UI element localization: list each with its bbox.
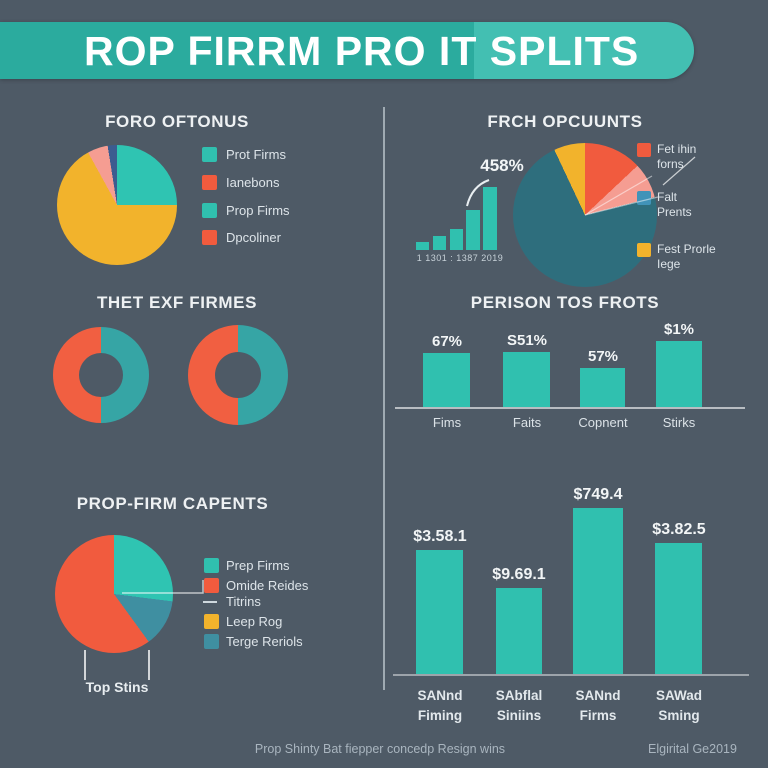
legend-label-prot-firms: Prot Firms [226,147,286,162]
legend-label-falt-prents-2: Prents [657,205,692,219]
bar-value-fims: 67% [431,333,463,350]
dollar-bar-label-3: SANnd Firms [553,686,643,726]
section-heading-thet: THET EXF FIRMES [96,293,258,312]
legend-label-leep-rog: Leep Rog [226,614,283,629]
section-heading-foro: FORO OFTONUS [105,112,249,131]
legend-swatch-dpcoliner [202,230,217,245]
dollar-bar-3 [573,508,623,674]
dollar-bar-label-2-line1: SAbflal [495,688,543,703]
dollar-bar-label-2: SAbflal Siniins [474,686,564,726]
legend-label-ianebons: Ianebons [226,175,280,190]
dollar-bar-4 [655,543,702,674]
column-divider [383,107,385,690]
bar-label-stirks: Stirks [662,415,696,430]
pie-chart-prop-firm [55,535,173,653]
legend-dash-titrins [203,601,217,603]
dollar-bar-label-3-line2: Firms [579,708,617,723]
growth-axis-labels: 1 1301 : 1387 2019 [416,253,504,263]
legend-label-titrins: Titrins [226,594,261,609]
legend-label-fet-ihin-1: Fet ihin [657,142,697,156]
pie-chart-foro [57,145,177,265]
page-title: ROP FIRRM PRO IT SPLITS [84,28,640,74]
legend-swatch-ianebons [202,175,217,190]
percent-bar-fims [423,353,470,407]
dollar-bar-label-1-line1: SANnd [417,688,463,703]
legend-swatch-prep-firms [204,558,219,573]
legend-label-fest-prorle-2: Iege [657,257,681,271]
section-heading-prop-firm: PROP-FIRM CAPENTS [76,494,269,513]
growth-bar-3 [450,229,463,250]
legend-swatch-fest-prorle [637,243,651,257]
legend-swatch-prop-firms [202,203,217,218]
section-heading-perison: PERISON TOS FROTS [470,293,660,312]
bracket-right-line [148,650,150,680]
percent-bar-copnent [580,368,625,407]
dollar-bar-1 [416,550,463,674]
dollar-bar-label-4: SAWad Sming [634,686,724,726]
bar-label-copnent: Copnent [578,415,628,430]
footer-credit: Elgirital Ge2019 [648,742,737,756]
dollar-bar-label-1: SANnd Fiming [395,686,485,726]
legend-label-fet-ihin-2: forns [657,157,684,171]
legend-swatch-falt-prents [637,191,651,205]
legend-label-prep-firms: Prep Firms [226,558,290,573]
pie-chart-frch [513,143,657,287]
growth-percent-label: 458% [480,156,524,175]
legend-swatch-omide-reides [204,578,219,593]
growth-bar-4 [466,210,480,250]
bracket-label-top-stins: Top Stins [85,679,149,695]
bar-value-faits: S51% [506,332,548,349]
dollar-bar-label-1-line2: Fiming [417,708,463,723]
donut-chart-1 [53,327,149,423]
percent-bar-stirks [656,341,702,407]
footer-caption: Prop Shinty Bat fiepper concedp Resign w… [254,742,506,756]
mid-chart-axis [395,407,745,409]
legend-label-dpcoliner: Dpcoliner [226,230,281,245]
title-banner [0,22,694,79]
bar-value-stirks: $1% [663,321,695,338]
growth-bar-5 [483,187,497,250]
dollar-bar-2 [496,588,542,674]
growth-bar-1 [416,242,429,250]
legend-label-fest-prorle-1: Fest Prorle [657,242,716,256]
legend-swatch-leep-rog [204,614,219,629]
dollar-value-2: $9.69.1 [492,566,546,583]
bar-label-fims: Fims [432,415,462,430]
dollar-bar-label-4-line2: Sming [658,708,700,723]
legend-label-terge-reriols: Terge Reriols [226,634,303,649]
bar-value-copnent: 57% [587,348,619,365]
legend-swatch-prot-firms [202,147,217,162]
legend-swatch-terge-reriols [204,634,219,649]
donut-chart-2 [188,325,288,425]
dollar-value-3: $749.4 [573,486,623,503]
bracket-left-line [84,650,86,680]
percent-bar-faits [503,352,550,407]
legend-swatch-fet-ihin [637,143,651,157]
dollar-value-1: $3.58.1 [413,528,467,545]
dollar-bar-label-3-line1: SANnd [575,688,621,703]
growth-bar-2 [433,236,446,250]
bottom-chart-axis [393,674,749,676]
bar-label-faits: Faits [512,415,542,430]
section-heading-frch: FRCH OPCUUNTS [487,112,643,131]
dollar-value-4: $3.82.5 [652,521,706,538]
legend-label-falt-prents-1: Falt [657,190,678,204]
dollar-bar-label-2-line2: Siniins [496,708,542,723]
legend-label-omide-reides: Omide Reides [226,578,309,593]
dollar-bar-label-4-line1: SAWad [655,688,702,703]
legend-label-prop-firms: Prop Firms [226,203,290,218]
